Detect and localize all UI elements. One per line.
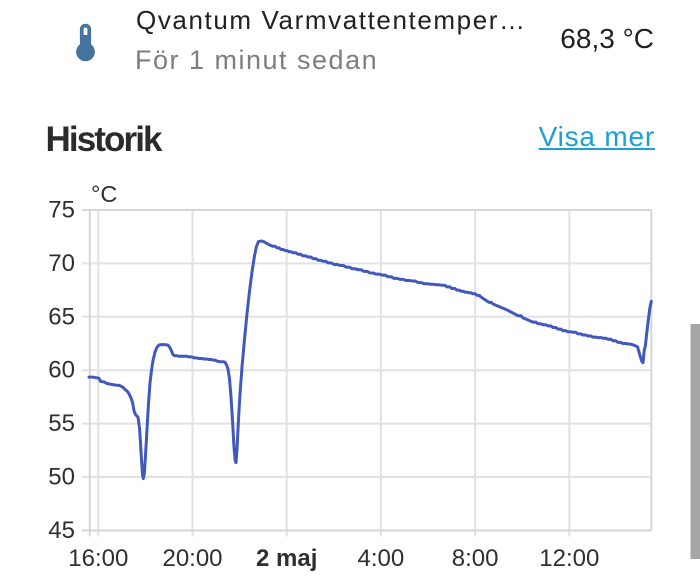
svg-text:20:00: 20:00 — [162, 545, 222, 572]
svg-text:70: 70 — [48, 250, 75, 277]
svg-text:16:00: 16:00 — [68, 545, 128, 572]
svg-text:2 maj: 2 maj — [256, 545, 317, 572]
svg-text:12:00: 12:00 — [539, 545, 599, 572]
svg-text:60: 60 — [48, 357, 75, 384]
svg-text:65: 65 — [48, 303, 75, 330]
svg-text:55: 55 — [48, 410, 75, 437]
svg-text:75: 75 — [48, 197, 75, 224]
svg-text:4:00: 4:00 — [358, 545, 405, 572]
svg-text:50: 50 — [48, 464, 75, 491]
svg-text:8:00: 8:00 — [452, 545, 499, 572]
svg-text:45: 45 — [48, 517, 75, 544]
svg-text:°C: °C — [91, 181, 117, 207]
